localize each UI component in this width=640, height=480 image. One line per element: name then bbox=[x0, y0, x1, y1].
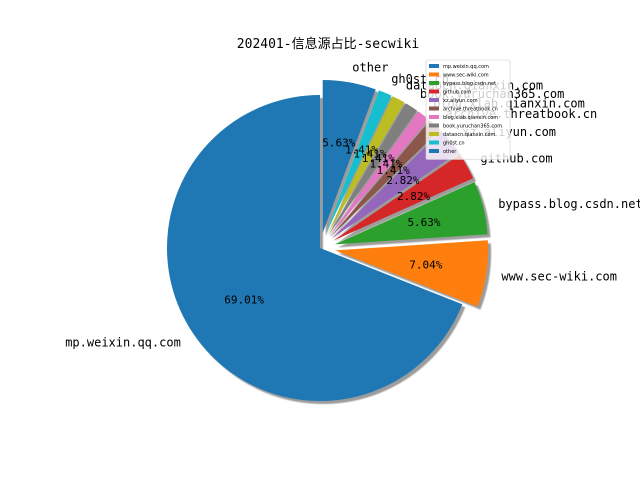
wedge-www-sec-wiki-com bbox=[335, 240, 489, 307]
percent-label-xz-aliyun-com: 2.82% bbox=[386, 174, 419, 187]
legend-entry-archive-threatbook-cn: archive.threatbook.cn bbox=[443, 107, 498, 113]
wedge-layer bbox=[166, 79, 489, 402]
percent-label-github-com: 2.82% bbox=[397, 190, 430, 203]
legend-entry-dataocn-qianxin-com: dataocn.qianxin.com bbox=[443, 132, 496, 138]
slice-label-other: other bbox=[352, 60, 388, 74]
wedge-blog-xlab-qianxin-com bbox=[329, 111, 429, 236]
percent-label-archive-threatbook-cn: 1.41% bbox=[377, 164, 410, 177]
percent-label-dataocn-qianxin-com: 1.41% bbox=[354, 147, 387, 160]
legend-swatch-bypass-blog-csdn-net bbox=[429, 81, 439, 85]
wedge-mp-weixin-qq-com bbox=[166, 95, 463, 402]
slice-label-mp-weixin-qq-com: mp.weixin.qq.com bbox=[65, 336, 181, 350]
percent-label-other: 5.63% bbox=[322, 137, 355, 150]
wedge-gh0st-cn bbox=[325, 90, 392, 234]
legend-swatch-other bbox=[429, 149, 439, 153]
percent-label-book-yuruchan365-com: 1.41% bbox=[362, 152, 395, 165]
percent-label-gh0st-cn: 1.41% bbox=[345, 143, 378, 156]
legend-entry-github-com: github.com bbox=[443, 90, 471, 96]
slice-label-www-sec-wiki-com: www.sec-wiki.com bbox=[501, 269, 617, 283]
percent-label-bypass-blog-csdn-net: 5.63% bbox=[407, 216, 440, 229]
legend-swatch-gh0st-cn bbox=[429, 140, 439, 145]
wedge-dataocn-qianxin-com bbox=[327, 96, 405, 235]
legend-entry-other: other bbox=[443, 149, 457, 155]
chart-title: 202401-信息源占比-secwiki bbox=[237, 36, 419, 52]
legend-swatch-archive-threatbook-cn bbox=[429, 106, 439, 111]
wedge-bypass-blog-csdn-net bbox=[334, 181, 488, 245]
legend-swatch-book-yuruchan365-com bbox=[429, 123, 439, 128]
percent-label-blog-xlab-qianxin-com: 1.41% bbox=[369, 158, 402, 171]
legend-swatch-xz-aliyun-com bbox=[429, 98, 439, 102]
legend-entry-blog-xlab-qianxin-com: blog.xlab.qianxin.com bbox=[443, 115, 498, 121]
legend-entry-bypass-blog-csdn-net: bypass.blog.csdn.net bbox=[443, 81, 496, 87]
legend-entry-gh0st-cn: gh0st.cn bbox=[443, 141, 465, 147]
wedge-archive-threatbook-cn bbox=[330, 120, 440, 237]
wedge-book-yuruchan365-com bbox=[328, 103, 418, 236]
legend-frame bbox=[425, 59, 511, 160]
legend-entry-www-sec-wiki-com: www.sec-wiki.com bbox=[443, 73, 489, 79]
legend-swatch-blog-xlab-qianxin-com bbox=[429, 115, 439, 119]
legend-swatch-dataocn-qianxin-com bbox=[429, 132, 439, 136]
percent-label-layer: 69.01%7.04%5.63%2.82%2.82%1.41%1.41%1.41… bbox=[224, 137, 443, 307]
legend-entry-book-yuruchan365-com: book.yuruchan365.com bbox=[443, 124, 502, 130]
legend-entry-mp-weixin-qq-com: mp.weixin.qq.com bbox=[443, 64, 489, 70]
legend-swatch-www-sec-wiki-com bbox=[429, 72, 439, 77]
percent-label-www-sec-wiki-com: 7.04% bbox=[409, 259, 442, 272]
percent-label-mp-weixin-qq-com: 69.01% bbox=[224, 294, 264, 307]
wedge-github-com bbox=[333, 154, 474, 241]
legend-swatch-mp-weixin-qq-com bbox=[429, 64, 439, 68]
slice-label-bypass-blog-csdn-net: bypass.blog.csdn.net bbox=[498, 197, 640, 211]
legend: mp.weixin.qq.com www.sec-wiki.com bypass.b… bbox=[425, 59, 511, 160]
legend-swatch-github-com bbox=[429, 89, 439, 94]
legend-entry-xz-aliyun-com: xz.aliyun.com bbox=[443, 98, 478, 104]
wedge-other bbox=[322, 79, 376, 233]
